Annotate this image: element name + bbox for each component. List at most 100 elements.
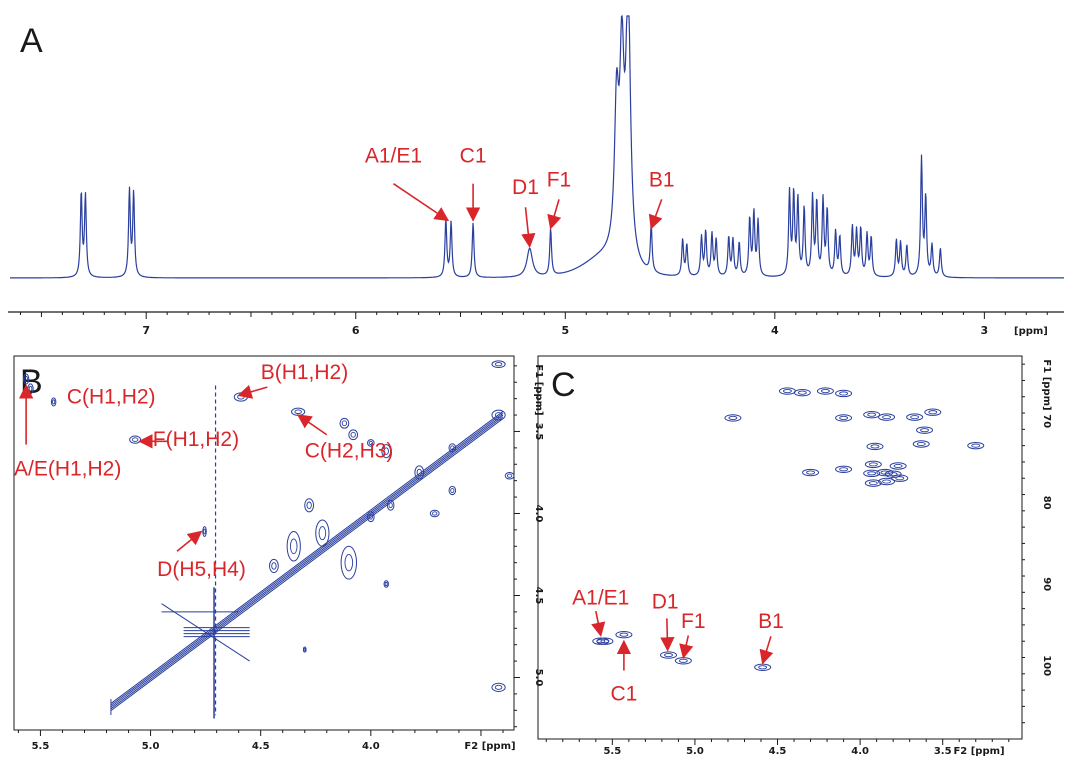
crosspeak-b	[129, 435, 142, 444]
crosspeak-inner-c	[916, 441, 926, 447]
crosspeak-c	[967, 441, 985, 450]
crosspeak-c	[835, 389, 853, 398]
crosspeak-inner-b	[341, 420, 348, 427]
crosspeak-inner-c	[895, 476, 905, 481]
crosspeak-b	[50, 397, 57, 407]
crosspeak-inner-c	[882, 479, 891, 484]
crosspeak-c	[816, 387, 834, 395]
crosspeak-c	[912, 440, 930, 448]
y-tick-label-c: 80	[1041, 496, 1052, 510]
crosspeak-inner-b	[450, 445, 455, 451]
crosspeak-b	[448, 443, 457, 453]
crosspeak-arrow-b	[176, 530, 203, 552]
crosspeak-inner-b	[306, 501, 312, 510]
crosspeak-inner-b	[383, 447, 389, 455]
crosspeak-b	[22, 373, 30, 385]
crosspeak-label-c: F1	[681, 610, 706, 633]
crosspeak-c	[863, 469, 881, 478]
x-tick-label-c: 4.0	[851, 746, 869, 757]
crosspeak-b	[367, 511, 375, 523]
crosspeak-inner-b	[303, 647, 306, 652]
crosspeak-inner-b	[318, 526, 327, 541]
crosspeak-inner-c	[797, 390, 807, 395]
x-tick-label-c: 3.5	[934, 746, 952, 757]
crosspeak-b	[414, 465, 425, 480]
crosspeak-inner-b	[203, 528, 206, 535]
crosspeak-c	[835, 465, 853, 473]
crosspeak-inner-c	[820, 388, 830, 394]
y-tick-label-c: 70	[1041, 414, 1052, 428]
crosspeak-c	[724, 414, 742, 422]
crosspeak-inner-b	[271, 562, 277, 570]
x-tick-label-b: 5.5	[32, 741, 50, 752]
crosspeak-b	[381, 444, 392, 459]
x-axis-label-c: F2 [ppm]	[953, 746, 1004, 757]
crosspeak-c	[802, 468, 820, 477]
crosspeak-c	[924, 408, 942, 416]
diagonal-contour-b	[110, 411, 504, 704]
crosspeak-b	[383, 580, 389, 588]
spectrum-trace	[10, 14, 1064, 279]
crosspeak-c	[674, 657, 692, 665]
crosspeak-c	[596, 637, 614, 645]
crosspeak-inner-b	[416, 468, 422, 477]
y-tick-label-c: 100	[1041, 655, 1052, 676]
x-tick-label-a: 6	[352, 324, 360, 337]
crosspeak-b	[491, 360, 506, 368]
crosspeak-inner-b	[384, 581, 388, 587]
crosspeak-inner-b	[494, 362, 503, 367]
peak-label-a: F1	[547, 168, 572, 191]
x-tick-label-a: 4	[771, 324, 779, 337]
panel-a-1d-spectrum: A 7 6 5 4 3 [ppm] A1/E1 C1 D1 F1 B1	[8, 14, 1064, 337]
crosspeak-b	[340, 545, 358, 580]
crosspeak-b	[304, 498, 315, 513]
crosspeak-inner-b	[294, 409, 302, 415]
crosspeak-b	[491, 409, 506, 421]
x-tick-label-a: 7	[142, 324, 150, 337]
crosspeak-c	[884, 470, 902, 478]
crosspeak-label-c: D1	[652, 591, 679, 614]
plot-frame-b	[13, 355, 515, 731]
x-tick-label-c: 5.5	[603, 746, 621, 757]
y-axis-label-c: F1 [ppm]	[1041, 359, 1052, 410]
crosspeak-inner-b	[24, 376, 28, 382]
diagonal-contour-b	[110, 416, 504, 710]
diagonal-contour-b	[110, 412, 504, 706]
crosspeak-c	[835, 414, 853, 422]
crosspeak-inner-c	[910, 415, 920, 420]
crosspeak-b	[367, 439, 375, 447]
crosspeak-arrow-b	[237, 384, 268, 399]
crosspeak-b	[339, 417, 350, 429]
peak-label-a: D1	[512, 176, 539, 199]
crosspeak-c	[615, 630, 633, 639]
crosspeak-label-b: D(H5,H4)	[157, 558, 246, 581]
crosspeak-b	[202, 526, 207, 537]
crosspeak-label-b: F(H1,H2)	[153, 428, 239, 451]
crosspeak-inner-b	[388, 502, 393, 509]
crosspeak-c	[793, 388, 811, 397]
crosspeak-inner-c	[867, 471, 877, 476]
crosspeak-inner-b	[237, 394, 245, 400]
crosspeak-label-b: A/E(H1,H2)	[14, 458, 121, 481]
x-tick-label-c: 5.0	[686, 746, 704, 757]
x-axis-label-a: [ppm]	[1014, 326, 1048, 337]
crosspeak-c	[878, 413, 896, 421]
crosspeak-label-c: C1	[610, 683, 637, 706]
crosspeak-arrow-c	[660, 618, 675, 652]
peak-label-a: B1	[649, 168, 675, 191]
plot-frame-c	[537, 355, 1023, 740]
crosspeak-inner-b	[368, 513, 373, 520]
diagonal-contour-b	[110, 418, 504, 712]
water-cross-b	[161, 603, 250, 662]
crosspeak-c	[866, 442, 884, 451]
x-tick-label-b: 5.0	[142, 741, 160, 752]
crosspeak-inner-b	[289, 538, 298, 555]
peak-arrow-a	[521, 207, 536, 248]
crosspeak-c	[659, 651, 677, 659]
crosspeak-inner-b	[131, 437, 139, 442]
crosspeak-inner-b	[494, 684, 503, 690]
peak-arrow-a	[547, 199, 562, 230]
peak-label-a: A1/E1	[365, 145, 422, 168]
crosspeak-inner-c	[893, 463, 903, 469]
